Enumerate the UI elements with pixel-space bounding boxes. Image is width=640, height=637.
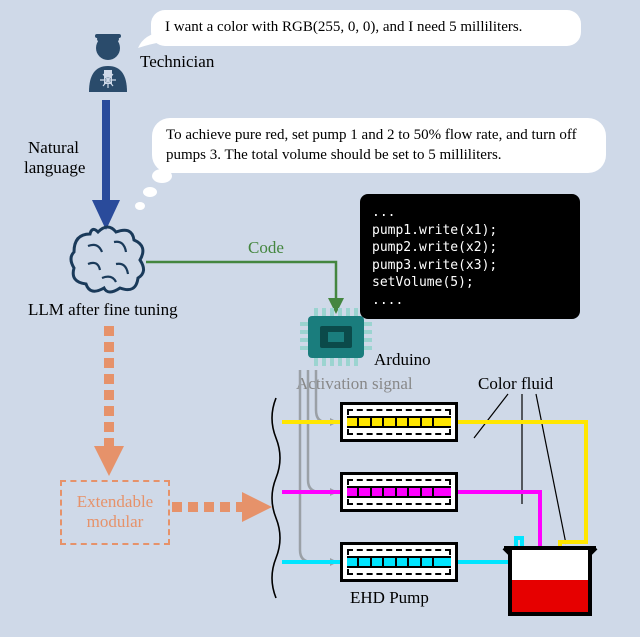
arrow-natural-language-icon [92,100,120,230]
pipe-magenta-h [458,490,542,494]
label-technician: Technician [140,52,214,72]
arduino-icon [300,304,372,370]
label-natlang2: language [24,158,85,178]
label-arduino: Arduino [374,350,431,370]
pump-3 [340,542,458,582]
arrow-extendable-down-icon [94,326,124,478]
code-text: ... pump1.write(x1); pump2.write(x2); pu… [372,205,497,308]
pump-1 [340,402,458,442]
pump-2 [340,472,458,512]
pipe-magenta-in [282,490,340,494]
code-block: ... pump1.write(x1); pump2.write(x2); pu… [360,194,580,319]
activation-wires-icon [278,370,338,590]
label-natlang1: Natural [28,138,79,158]
thought-tail-icon [132,168,172,216]
speech-bubble-technician: I want a color with RGB(255, 0, 0), and … [151,10,581,46]
diagram-canvas: I want a color with RGB(255, 0, 0), and … [0,0,640,637]
technician-icon [77,30,139,98]
wavy-line-icon [268,398,284,598]
label-ehd: EHD Pump [350,588,429,608]
speech1-text: I want a color with RGB(255, 0, 0), and … [165,19,522,35]
pipe-yellow-h [458,420,588,424]
ext1: Extendable [77,492,153,511]
thought-bubble-llm: To achieve pure red, set pump 1 and 2 to… [152,118,606,173]
speech1-tail-icon [138,30,162,50]
arrow-extendable-right-icon [172,492,272,522]
beaker-icon [502,540,598,620]
label-code: Code [248,238,284,258]
speech2-text: To achieve pure red, set pump 1 and 2 to… [166,127,577,163]
pipe-yellow-in [282,420,340,424]
label-colorfluid: Color fluid [478,374,553,394]
ext2: modular [87,512,144,531]
pipe-cyan-in [282,560,340,564]
pipe-yellow-v [584,420,588,544]
brain-icon [68,224,146,298]
extendable-modular-box: Extendable modular [60,480,170,545]
